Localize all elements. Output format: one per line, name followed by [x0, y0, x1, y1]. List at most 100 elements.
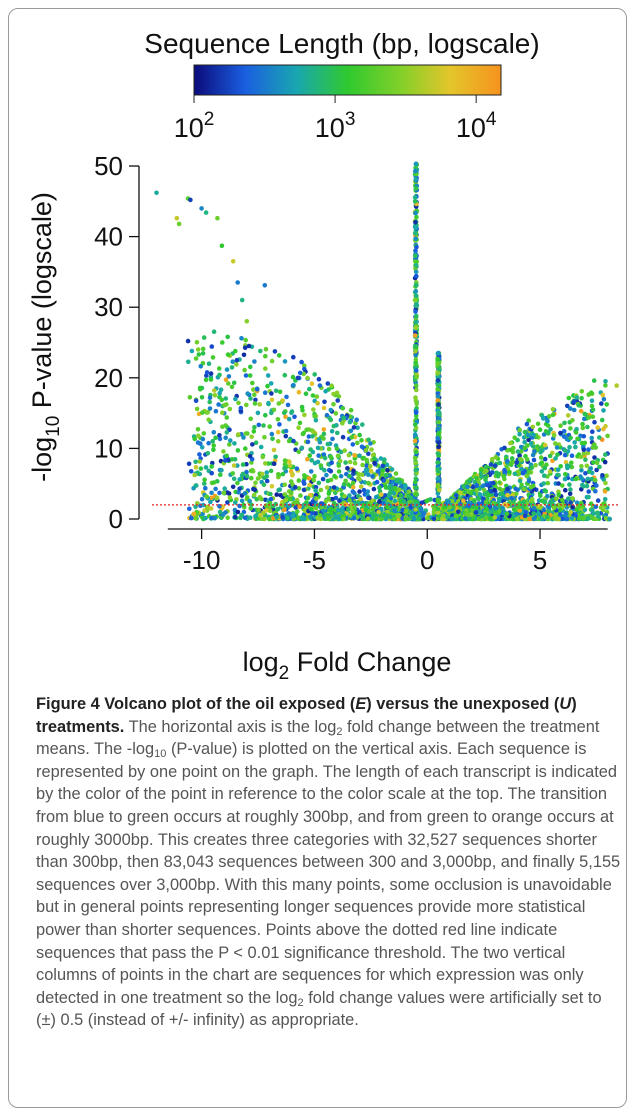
data-point-2845: [347, 513, 353, 518]
data-point-3994: [435, 387, 441, 392]
data-point-1983: [551, 433, 557, 438]
data-point-2593: [553, 456, 558, 461]
data-point-243: [244, 469, 249, 475]
data-point-1175: [335, 453, 341, 459]
data-point-1293: [328, 407, 334, 413]
data-point-269: [196, 352, 202, 357]
data-point-3744: [413, 349, 418, 354]
data-point-2546: [474, 483, 480, 488]
data-point-1667: [586, 489, 591, 494]
data-point-452: [316, 480, 322, 486]
data-point-1119: [199, 445, 205, 450]
data-point-2735: [458, 490, 463, 496]
data-point-431: [348, 428, 354, 434]
y-tick-label-4: 40: [94, 222, 123, 252]
data-point-2104: [595, 425, 600, 430]
data-point-487: [296, 478, 302, 483]
data-point-1253: [230, 471, 235, 476]
data-point-3987: [436, 402, 441, 407]
data-point-2722: [540, 448, 545, 453]
data-point-997: [209, 515, 214, 521]
data-point-22: [296, 486, 302, 491]
data-point-2856: [493, 506, 499, 512]
data-point-323: [263, 366, 268, 371]
data-point-1311: [315, 445, 321, 451]
data-point-3482: [315, 515, 320, 521]
data-point-1100: [301, 479, 306, 485]
data-point-2472: [589, 435, 594, 441]
data-point-1444: [282, 458, 288, 463]
data-point-3752: [414, 387, 419, 393]
data-point-917: [268, 468, 274, 474]
data-point-4019: [436, 431, 441, 437]
data-point-832: [271, 447, 277, 453]
data-point-1441: [263, 353, 268, 359]
data-point-301: [275, 439, 281, 444]
data-point-1053: [213, 408, 219, 414]
data-point-1284: [242, 491, 248, 496]
y-tick-label-0: 0: [109, 504, 123, 534]
data-point-2662: [481, 496, 486, 502]
data-point-3471: [551, 505, 557, 511]
data-point-2484: [591, 511, 597, 516]
data-point-1816: [595, 498, 601, 503]
data-point-743: [346, 452, 352, 458]
data-point-1478: [209, 470, 214, 476]
data-point-854: [315, 459, 321, 465]
data-point-495: [243, 373, 249, 378]
data-point-1314: [240, 462, 246, 467]
data-point-861: [229, 457, 235, 462]
data-point-2770: [517, 508, 523, 513]
x-tick-label-0: -10: [183, 545, 221, 575]
data-point-1383: [316, 376, 322, 382]
data-point-2183: [509, 456, 515, 461]
data-point-563: [255, 410, 261, 416]
data-point-1263: [232, 514, 238, 520]
data-point-3426: [403, 516, 409, 522]
data-point-756: [203, 377, 209, 383]
data-point-3750: [412, 432, 418, 437]
data-point-2592: [589, 398, 595, 404]
data-point-1487: [208, 506, 214, 511]
data-point-1282: [335, 398, 341, 403]
data-point-2669: [530, 424, 536, 430]
data-point-1788: [584, 483, 590, 489]
data-point-1393: [202, 477, 207, 483]
data-point-3684: [414, 214, 419, 220]
data-point-3487: [553, 496, 559, 502]
data-point-4036: [262, 283, 268, 288]
data-point-2290: [572, 440, 577, 445]
data-point-1475: [261, 510, 266, 515]
data-point-1313: [298, 493, 303, 498]
data-point-1474: [189, 515, 194, 521]
data-point-763: [380, 463, 386, 469]
data-point-1251: [334, 446, 340, 452]
data-point-1142: [266, 400, 271, 406]
data-point-255: [209, 490, 214, 496]
data-point-1062: [201, 335, 207, 340]
data-point-1651: [550, 458, 555, 464]
data-point-664: [378, 456, 384, 461]
data-point-2152: [547, 414, 552, 419]
data-point-1449: [343, 478, 348, 484]
data-point-2768: [595, 511, 600, 516]
data-point-2410: [556, 481, 561, 486]
data-point-2696: [481, 487, 487, 493]
data-point-2727: [505, 492, 510, 498]
data-point-1458: [264, 474, 269, 479]
data-point-526: [263, 346, 269, 352]
data-point-3393: [514, 516, 520, 522]
data-point-1036: [325, 441, 331, 447]
data-point-1025: [374, 479, 380, 485]
data-point-2278: [483, 475, 489, 480]
data-point-1392: [372, 460, 377, 466]
data-point-1317: [370, 474, 375, 479]
data-point-3464: [536, 511, 541, 516]
data-point-2464: [538, 455, 544, 460]
data-point-829: [305, 439, 311, 445]
data-point-1061: [365, 489, 371, 494]
data-point-2590: [524, 421, 530, 427]
data-point-1426: [243, 446, 248, 451]
data-point-659: [256, 422, 262, 428]
data-point-1453: [211, 480, 217, 485]
